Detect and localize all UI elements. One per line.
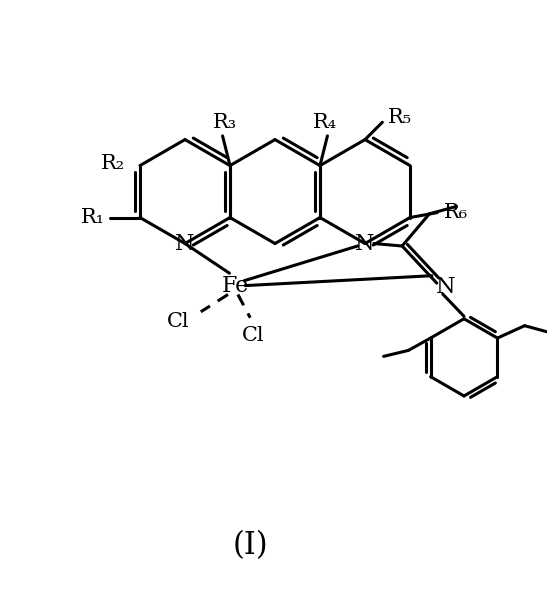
Text: (I): (I) (233, 530, 268, 561)
Text: N: N (436, 276, 455, 298)
Text: Fe: Fe (222, 275, 249, 297)
Text: R₅: R₅ (388, 108, 411, 127)
Text: N: N (355, 232, 375, 255)
Text: R₂: R₂ (101, 154, 125, 173)
Text: R₄: R₄ (313, 112, 337, 132)
Text: R₃: R₃ (213, 112, 237, 132)
Text: Cl: Cl (241, 326, 264, 345)
Text: N: N (175, 232, 195, 255)
Text: Cl: Cl (167, 312, 190, 331)
Text: R₆: R₆ (444, 203, 468, 222)
Text: R₁: R₁ (81, 208, 105, 227)
